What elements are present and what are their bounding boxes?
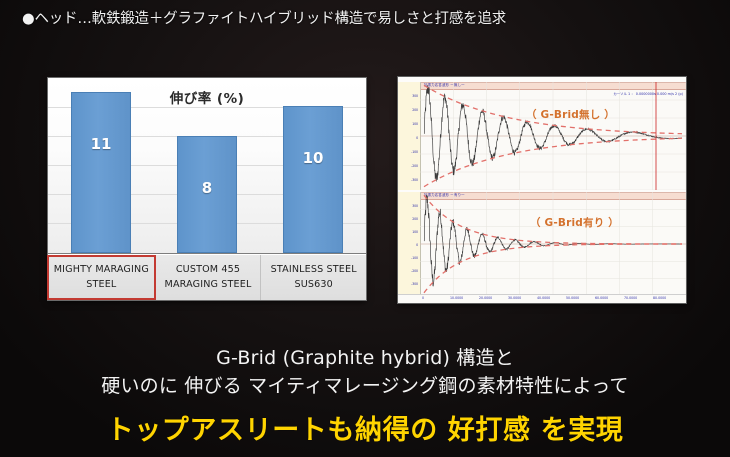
x-tick: 20.0000 <box>479 296 493 300</box>
category-line: CUSTOM 455 <box>175 263 241 275</box>
bar-mighty-maraging-steel <box>71 92 131 253</box>
bar-stainless-steel-sus630 <box>283 106 343 253</box>
x-tick: 80.0000 <box>653 296 667 300</box>
bar-value-label: 8 <box>201 179 213 197</box>
y-tick: 200 <box>412 217 418 221</box>
category-line: MIGHTY MARAGING <box>53 263 149 275</box>
y-tick: 100 <box>412 122 418 126</box>
y-tick: 300 <box>412 94 418 98</box>
x-tick: 60.0000 <box>595 296 609 300</box>
y-tick: -300 <box>411 282 418 286</box>
x-tick: 10.0000 <box>450 296 464 300</box>
waveform-svg-with-gbrid <box>420 192 686 296</box>
caption-line-1: G-Brid (Graphite hybrid) 構造と <box>216 347 514 369</box>
x-axis-time-scale: 0 10.0000 20.0000 30.0000 40.0000 50.000… <box>398 294 686 303</box>
y-tick: -200 <box>411 164 418 168</box>
y-tick: -200 <box>411 269 418 273</box>
category-line: MARAGING STEEL <box>164 278 252 290</box>
category-line: STAINLESS STEEL <box>270 263 357 275</box>
gridline <box>48 107 366 108</box>
chart-title: 伸び率 (%) <box>169 91 245 107</box>
category-cell-mighty-maraging-steel: MIGHTY MARAGING STEEL <box>47 255 156 300</box>
y-tick: 0 <box>416 136 418 140</box>
graph-label-with-gbrid: （ G-Brid有り ） <box>530 217 619 229</box>
caption-block: G-Brid (Graphite hybrid) 構造と 硬いのに 伸びる マイ… <box>0 345 730 447</box>
y-tick: 100 <box>412 230 418 234</box>
vibration-graph-without-gbrid: 加振力応答波形 一無し一 300 200 100 0 -100 -200 -30… <box>398 82 686 190</box>
graph-label-without-gbrid: （ G-Brid無し ） <box>526 109 615 121</box>
category-cell-custom-455: CUSTOM 455 MARAGING STEEL <box>156 255 262 300</box>
header-bullet-line: ●ヘッド…軟鉄鍛造＋グラファイトハイブリッド構造で易しさと打感を追求 <box>22 7 506 28</box>
graph-header-text: 加振力応答波形 一有り一 <box>424 193 465 197</box>
bar-value-label: 10 <box>302 149 324 167</box>
header-text: ヘッド…軟鉄鍛造＋グラファイトハイブリッド構造で易しさと打感を追求 <box>34 11 507 27</box>
bar-chart-plot-area: 伸び率 (%) 11 8 10 <box>48 78 366 254</box>
x-tick: 0 <box>422 296 425 300</box>
y-tick: -100 <box>411 256 418 260</box>
waveform-svg-without-gbrid <box>420 82 686 190</box>
y-tick: 200 <box>412 108 418 112</box>
y-tick: 0 <box>416 243 418 247</box>
x-tick: 30.0000 <box>508 296 522 300</box>
x-tick: 40.0000 <box>537 296 551 300</box>
vibration-waveform-panel: 加振力応答波形 一無し一 300 200 100 0 -100 -200 -30… <box>398 77 686 303</box>
y-axis-without-gbrid: 300 200 100 0 -100 -200 -300 <box>398 82 421 190</box>
cursor-readout: カーソル 1 ： 0.0000000s 0.000 m/s 2 (p) <box>613 92 683 96</box>
vibration-graph-with-gbrid: 加振力応答波形 一有り一 300 200 100 0 -100 -200 -30… <box>398 192 686 296</box>
bar-value-label: 11 <box>90 135 112 153</box>
bar-custom-455-maraging-steel <box>177 136 237 253</box>
caption-highlight: トップアスリートも納得の 好打感 を実現 <box>106 415 624 447</box>
category-line: STEEL <box>86 278 117 290</box>
y-tick: -300 <box>411 178 418 182</box>
elongation-bar-chart-panel: 伸び率 (%) 11 8 10 MIGHTY MARAGING STEEL CU… <box>47 78 366 300</box>
x-tick: 50.0000 <box>566 296 580 300</box>
y-tick: -100 <box>411 150 418 154</box>
y-tick: 300 <box>412 204 418 208</box>
category-line: SUS630 <box>294 278 333 290</box>
category-label-strip: MIGHTY MARAGING STEEL CUSTOM 455 MARAGIN… <box>47 255 366 300</box>
y-axis-with-gbrid: 300 200 100 0 -100 -200 -300 <box>398 192 421 296</box>
graph-header-text: 加振力応答波形 一無し一 <box>424 83 465 87</box>
bullet-icon: ● <box>22 11 35 27</box>
x-tick: 70.0000 <box>624 296 638 300</box>
caption-line-2: 硬いのに 伸びる マイティマレージング鋼の素材特性によって <box>101 374 629 397</box>
category-cell-stainless-steel: STAINLESS STEEL SUS630 <box>261 255 366 300</box>
